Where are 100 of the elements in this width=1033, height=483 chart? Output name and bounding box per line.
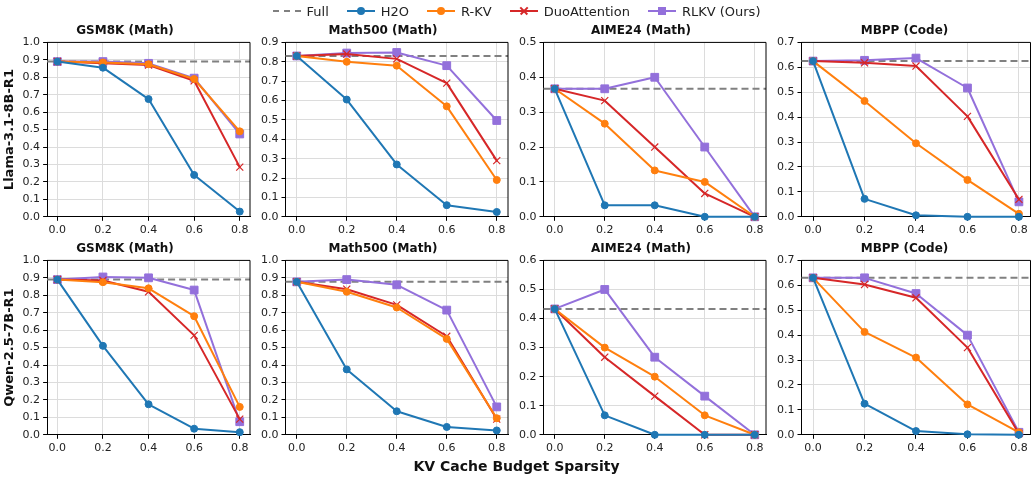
y-tick-label: 0.1 — [518, 174, 537, 188]
y-tick-label: 0.9 — [260, 35, 279, 49]
y-tick-label: 0.2 — [518, 369, 537, 383]
x-tick-label: 0.8 — [1010, 223, 1028, 237]
x-tick-label: 0.4 — [907, 223, 925, 237]
x-axis-title: KV Cache Budget Sparsity — [412, 458, 621, 474]
x-tick-label: 0.2 — [94, 223, 112, 237]
y-tick-label: 0.5 — [22, 122, 41, 136]
x-tick-label: 0.2 — [855, 441, 874, 455]
legend-label: R-KV — [461, 3, 492, 19]
x-tick-label: 0.0 — [545, 441, 564, 455]
y-tick-label: 0.3 — [22, 157, 41, 171]
y-tick-label: 0.6 — [776, 60, 795, 74]
y-tick-label: 0.8 — [260, 288, 279, 302]
y-tick-label: 0.1 — [776, 402, 795, 416]
y-tick-label: 1.0 — [22, 253, 41, 267]
y-tick-label: 0.4 — [518, 70, 537, 84]
y-tick-label: 0.6 — [518, 253, 537, 267]
y-tick-label: 0.4 — [260, 357, 279, 371]
x-tick-label: 0.0 — [287, 441, 306, 455]
x-tick-label: 0.0 — [48, 441, 67, 455]
y-tick-label: 0.4 — [22, 357, 41, 371]
y-tick-label: 0.0 — [776, 427, 795, 441]
x-tick-label: 0.6 — [185, 441, 203, 455]
y-tick-label: 0.0 — [22, 427, 41, 441]
y-tick-label: 0.3 — [518, 105, 537, 119]
y-axis-title: Qwen-2.5-7B-R1 — [1, 288, 17, 407]
y-tick-label: 0.3 — [260, 375, 279, 389]
y-tick-label: 1.0 — [260, 253, 279, 267]
y-tick-label: 0.0 — [260, 427, 279, 441]
x-tick-label: 0.2 — [596, 441, 614, 455]
x-tick-label: 0.0 — [48, 223, 67, 237]
y-tick-label: 0.7 — [776, 35, 795, 49]
x-tick-label: 0.0 — [804, 223, 822, 237]
x-tick-label: 0.4 — [139, 223, 158, 237]
y-tick-label: 0.5 — [260, 340, 279, 354]
x-tick-label: 0.8 — [1010, 441, 1028, 455]
x-tick-label: 0.6 — [438, 223, 456, 237]
y-tick-label: 0.1 — [260, 410, 279, 424]
x-tick-label: 0.4 — [646, 441, 664, 455]
y-tick-label: 0.7 — [260, 74, 279, 88]
y-tick-label: 0.0 — [518, 427, 537, 441]
x-tick-label: 0.0 — [545, 223, 564, 237]
x-tick-label: 0.6 — [958, 441, 977, 455]
y-tick-label: 0.9 — [22, 270, 41, 284]
x-tick-label: 0.6 — [438, 441, 456, 455]
x-tick-label: 0.8 — [488, 441, 506, 455]
y-tick-label: 0.6 — [260, 93, 279, 107]
x-tick-label: 0.8 — [746, 441, 764, 455]
y-tick-label: 0.8 — [22, 70, 41, 84]
x-tick-label: 0.8 — [488, 223, 506, 237]
x-tick-label: 0.6 — [696, 223, 714, 237]
x-tick-label: 0.8 — [746, 223, 764, 237]
x-tick-label: 0.2 — [855, 223, 874, 237]
y-axis-title: Llama-3.1-8B-R1 — [1, 69, 17, 191]
y-tick-label: 0.4 — [776, 110, 795, 123]
y-tick-label: 0.5 — [518, 282, 537, 296]
legend-label: Full — [306, 3, 329, 19]
y-tick-label: 0.1 — [776, 184, 795, 198]
chart-title: AIME24 (Math) — [590, 241, 692, 256]
chart-title: Math500 (Math) — [328, 241, 438, 256]
y-tick-label: 0.2 — [776, 377, 795, 391]
y-tick-label: 0.6 — [260, 323, 279, 337]
chart-title: Math500 (Math) — [328, 23, 438, 38]
y-tick-label: 0.5 — [776, 85, 795, 99]
y-tick-label: 0.2 — [22, 392, 41, 406]
chart-title: GSM8K (Math) — [76, 241, 174, 256]
legend-label: H2O — [380, 3, 410, 19]
y-tick-label: 0.3 — [518, 340, 537, 354]
y-tick-label: 0.4 — [776, 328, 795, 341]
y-tick-label: 0.2 — [518, 139, 537, 153]
y-tick-label: 0.0 — [776, 209, 795, 223]
y-tick-label: 0.4 — [22, 139, 41, 153]
y-tick-label: 0.9 — [22, 52, 41, 66]
legend-label: DuoAttention — [543, 3, 630, 19]
y-tick-label: 0.3 — [260, 151, 279, 165]
chart-title: MBPP (Code) — [860, 23, 949, 38]
x-tick-label: 0.2 — [338, 223, 356, 237]
x-tick-label: 0.2 — [338, 441, 356, 455]
y-tick-label: 0.1 — [260, 190, 279, 204]
x-tick-label: 0.8 — [230, 441, 249, 455]
y-tick-label: 0.5 — [518, 35, 537, 49]
y-tick-label: 0.0 — [260, 209, 279, 223]
x-tick-label: 0.0 — [804, 441, 822, 455]
x-tick-label: 0.6 — [185, 223, 203, 237]
y-tick-label: 0.4 — [260, 132, 279, 146]
x-tick-label: 0.4 — [388, 223, 406, 237]
x-tick-label: 0.4 — [388, 441, 406, 455]
y-tick-label: 0.7 — [260, 305, 279, 319]
y-tick-label: 0.3 — [22, 375, 41, 389]
x-tick-label: 0.2 — [94, 441, 112, 455]
y-tick-label: 0.2 — [260, 170, 279, 184]
chart-title: AIME24 (Math) — [590, 23, 692, 38]
y-tick-label: 0.4 — [518, 311, 537, 325]
chart-title: GSM8K (Math) — [76, 23, 174, 38]
y-tick-label: 1.0 — [22, 35, 41, 49]
y-tick-label: 0.2 — [260, 392, 279, 406]
legend-label: RLKV (Ours) — [681, 3, 761, 19]
y-tick-label: 0.0 — [22, 209, 41, 223]
x-tick-label: 0.4 — [646, 223, 664, 237]
